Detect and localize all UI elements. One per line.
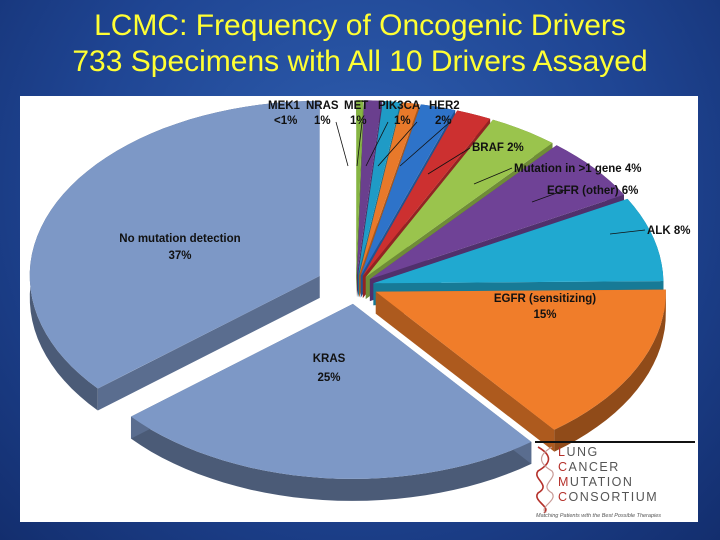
label-nomut-pct: 37% [168, 250, 191, 262]
leader-line-nras [356, 121, 363, 167]
logo-tagline: Matching Patients with the Best Possible… [536, 513, 662, 519]
leader-lines [335, 121, 646, 235]
leader-line-multi [473, 167, 513, 185]
logo-initial: C [558, 490, 569, 504]
label-braf: BRAF 2% [472, 142, 524, 154]
slice-top [369, 145, 624, 280]
slice-side [356, 100, 364, 298]
logo-initial: L [558, 445, 567, 459]
dna-helix-icon [536, 446, 554, 513]
slice-side [97, 275, 320, 411]
label-egfr-other: EGFR (other) 6% [547, 185, 638, 197]
leader-line-pik3ca [377, 121, 418, 167]
logo-line-cancer: CANCER [558, 460, 620, 474]
label-nomut-name: No mutation detection [119, 233, 240, 245]
slice-top [375, 289, 666, 430]
label-pik3ca-pct: 1% [394, 115, 411, 127]
slice-top [373, 198, 664, 284]
logo-rule [535, 441, 695, 443]
label-alk: ALK 8% [647, 225, 690, 237]
pie-chart: MEK1 <1% NRAS 1% MET 1% PIK3CA 1% HER2 2… [29, 100, 690, 501]
slice-top [365, 119, 553, 277]
logo-initial: C [558, 460, 569, 474]
consortium-logo: LUNG CANCER MUTATION CONSORTIUM Matching… [532, 441, 698, 521]
label-pik3ca-name: PIK3CA [378, 100, 420, 112]
slice-top [362, 110, 491, 277]
title-line-2: 733 Specimens with All 10 Drivers Assaye… [72, 45, 648, 78]
slide-title: LCMC: Frequency of Oncogenic Drivers 733… [0, 8, 720, 80]
slice-top [29, 100, 320, 389]
slice-top [359, 102, 420, 276]
leader-line-alk [609, 229, 646, 235]
slice-top [356, 100, 382, 276]
label-mek1-name: MEK1 [268, 100, 301, 112]
label-her2-pct: 2% [435, 115, 452, 127]
label-met-name: MET [344, 100, 368, 112]
slice-no-mutation-detection [29, 100, 320, 411]
leader-line-mek1 [335, 121, 349, 167]
label-egfr-sens-pct: 15% [533, 309, 556, 321]
logo-word: ANCER [568, 460, 620, 474]
leader-line-braf [427, 147, 471, 175]
label-nras-pct: 1% [314, 115, 331, 127]
leader-line-met [365, 121, 389, 167]
title-line-1: LCMC: Frequency of Oncogenic Drivers [94, 9, 626, 42]
label-nras-name: NRAS [306, 100, 339, 112]
slice-top [356, 100, 364, 276]
label-met-pct: 1% [350, 115, 367, 127]
data-labels: MEK1 <1% NRAS 1% MET 1% PIK3CA 1% HER2 2… [119, 100, 690, 384]
label-kras-pct: 25% [317, 372, 340, 384]
slice-top [358, 100, 401, 276]
chart-panel: MEK1 <1% NRAS 1% MET 1% PIK3CA 1% HER2 2… [20, 96, 698, 522]
leader-line-egfr-other [531, 189, 566, 203]
slice-wall [131, 416, 532, 501]
label-kras-name: KRAS [313, 353, 346, 365]
slice-top [131, 303, 532, 479]
slice-side [375, 291, 555, 452]
slice-kras [130, 303, 532, 501]
logo-initial: M [558, 475, 570, 489]
logo-word: ONSORTIUM [568, 490, 659, 504]
slice-wall [554, 289, 666, 452]
logo-word: UTATION [569, 475, 634, 489]
label-her2-name: HER2 [429, 100, 460, 112]
logo-line-consortium: CONSORTIUM [558, 490, 658, 504]
label-multi: Mutation in >1 gene 4% [514, 163, 641, 175]
slice-top [360, 104, 456, 276]
logo-line-mutation: MUTATION [558, 475, 633, 489]
pie-slices [29, 100, 666, 501]
slice-mek1 [356, 100, 364, 298]
leader-line-her2 [399, 121, 451, 167]
label-mek1-pct: <1% [274, 115, 297, 127]
slice-egfr-sensitizing [375, 289, 666, 452]
logo-word: UNG [566, 445, 599, 459]
label-egfr-sens-name: EGFR (sensitizing) [494, 293, 596, 305]
logo-line-lung: LUNG [558, 445, 599, 459]
